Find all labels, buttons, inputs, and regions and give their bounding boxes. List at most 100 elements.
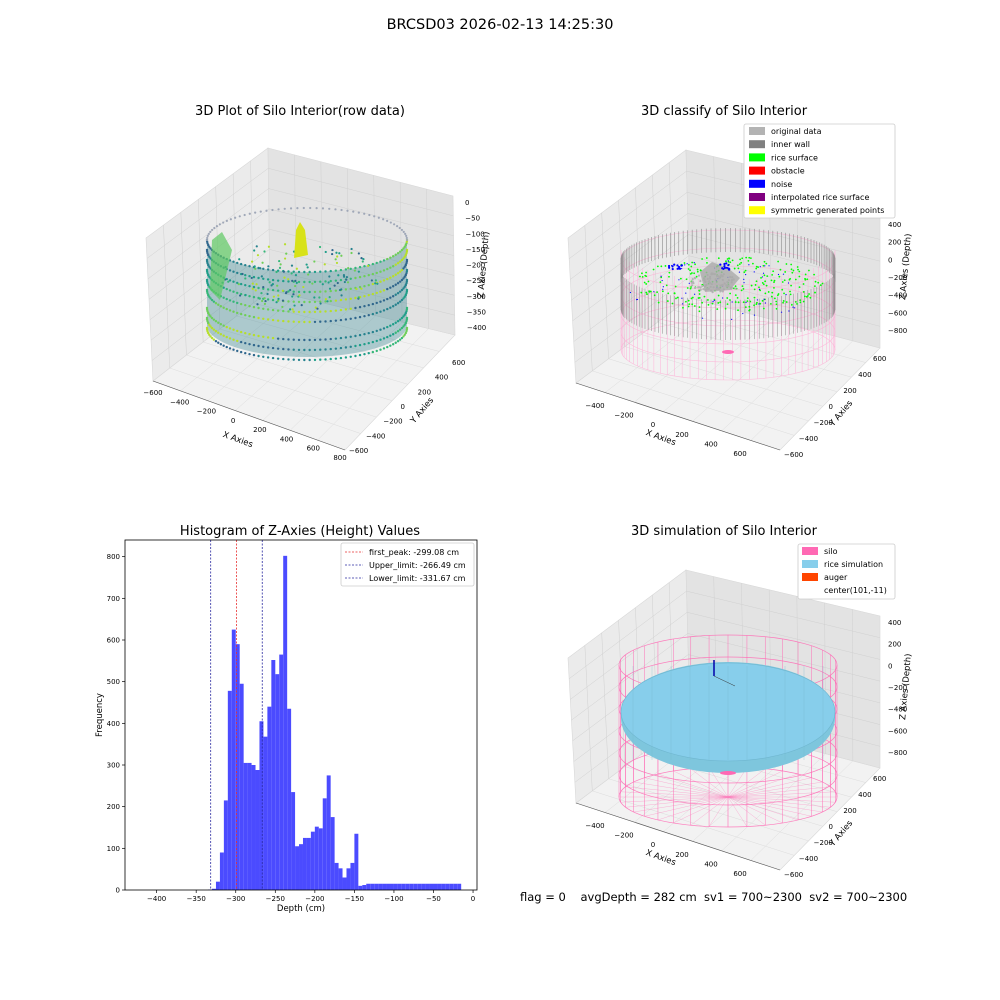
grid-line [686, 590, 881, 638]
data-point [287, 348, 290, 351]
y-tick-label: 0 [116, 887, 120, 895]
data-point [389, 334, 392, 337]
data-point [349, 307, 352, 310]
data-point [292, 293, 295, 296]
rice-surface-point [773, 297, 776, 300]
grid-line [663, 319, 772, 412]
data-point [253, 265, 256, 268]
rice-surface-point [698, 306, 701, 309]
y-tick-label: 400 [435, 374, 448, 382]
histogram-bar [441, 883, 446, 890]
rice-surface-point [778, 275, 781, 278]
data-point [289, 207, 293, 210]
data-point [405, 278, 409, 282]
noise-point [756, 299, 759, 301]
y-tick-label: 200 [418, 388, 431, 396]
rice-surface-point [665, 284, 668, 287]
data-point [219, 333, 223, 336]
silo-floor-spoke [625, 796, 729, 808]
rice-surface-point [668, 275, 670, 278]
legend-swatch [749, 179, 765, 188]
data-point [363, 274, 366, 278]
rice-surface-point [648, 290, 651, 293]
data-point [405, 236, 408, 240]
data-point [217, 321, 220, 324]
data-point [303, 300, 306, 304]
data-point [358, 285, 362, 289]
data-point [282, 357, 285, 361]
rice-surface-point [729, 261, 732, 264]
data-point [357, 252, 360, 255]
noise-point [636, 299, 638, 301]
data-point [339, 318, 343, 322]
data-point [294, 279, 297, 282]
rice-surface-point [734, 294, 737, 297]
data-point [389, 276, 392, 279]
histogram-panel: −400 −350 −300 −250 −200 −150 −100 −50 0 0 100 200 3… [95, 539, 478, 914]
histogram-bar [310, 831, 315, 890]
x-tick-label: −50 [426, 895, 441, 903]
rice-surface-point [804, 278, 807, 281]
histogram-bar [243, 762, 248, 890]
grid-line [250, 160, 254, 304]
noise-point [681, 297, 683, 299]
original-data-point [697, 274, 701, 277]
rice-surface-point [736, 264, 739, 267]
data-point [386, 219, 389, 222]
rice-surface-point [737, 301, 740, 304]
rice-surface-point [783, 279, 786, 282]
data-point [349, 297, 352, 300]
data-point [354, 276, 357, 280]
data-point [319, 280, 322, 283]
rice-surface-point [749, 300, 752, 303]
data-point [394, 263, 397, 266]
rice-surface-point [753, 288, 756, 291]
x-tick-label: −400 [585, 822, 604, 830]
data-point [296, 207, 299, 210]
noise-point [676, 264, 679, 267]
data-point [215, 225, 219, 228]
data-point [222, 306, 225, 309]
data-point [382, 279, 386, 282]
data-point [257, 276, 260, 280]
grid-line [373, 175, 376, 316]
data-point [363, 304, 366, 308]
data-point [228, 279, 232, 282]
data-point [313, 358, 317, 362]
side-pane [267, 147, 456, 336]
data-point [334, 289, 338, 292]
rice-surface-point [703, 295, 706, 298]
grid-line [852, 609, 854, 761]
x-tick-label: −250 [266, 895, 285, 903]
rice-surface-point [701, 258, 704, 260]
noise-point [761, 276, 764, 278]
histogram-bar [405, 883, 410, 890]
data-point [303, 358, 306, 362]
data-point [266, 268, 270, 271]
legend-label: original data [771, 127, 822, 136]
data-point [243, 213, 246, 217]
rice-surface-point [726, 303, 729, 306]
data-point [379, 338, 382, 341]
data-point [209, 325, 212, 328]
noise-point [653, 291, 655, 293]
x-tick-label: −100 [384, 895, 403, 903]
data-point [344, 336, 348, 339]
data-point [382, 299, 386, 302]
rice-surface-point [790, 263, 793, 266]
data-point [217, 303, 220, 306]
noise-point [758, 303, 760, 305]
data-point [260, 275, 263, 278]
grid-line [570, 612, 688, 700]
grid-line [571, 633, 688, 721]
rice-surface-point [775, 300, 778, 303]
legend-label: obstacle [771, 167, 805, 176]
data-point [308, 348, 311, 352]
data-point [319, 290, 322, 293]
data-point [389, 306, 392, 309]
data-point [275, 301, 278, 304]
data-point [209, 335, 212, 338]
data-point [283, 207, 286, 210]
data-point [239, 350, 243, 354]
data-point [228, 299, 232, 302]
